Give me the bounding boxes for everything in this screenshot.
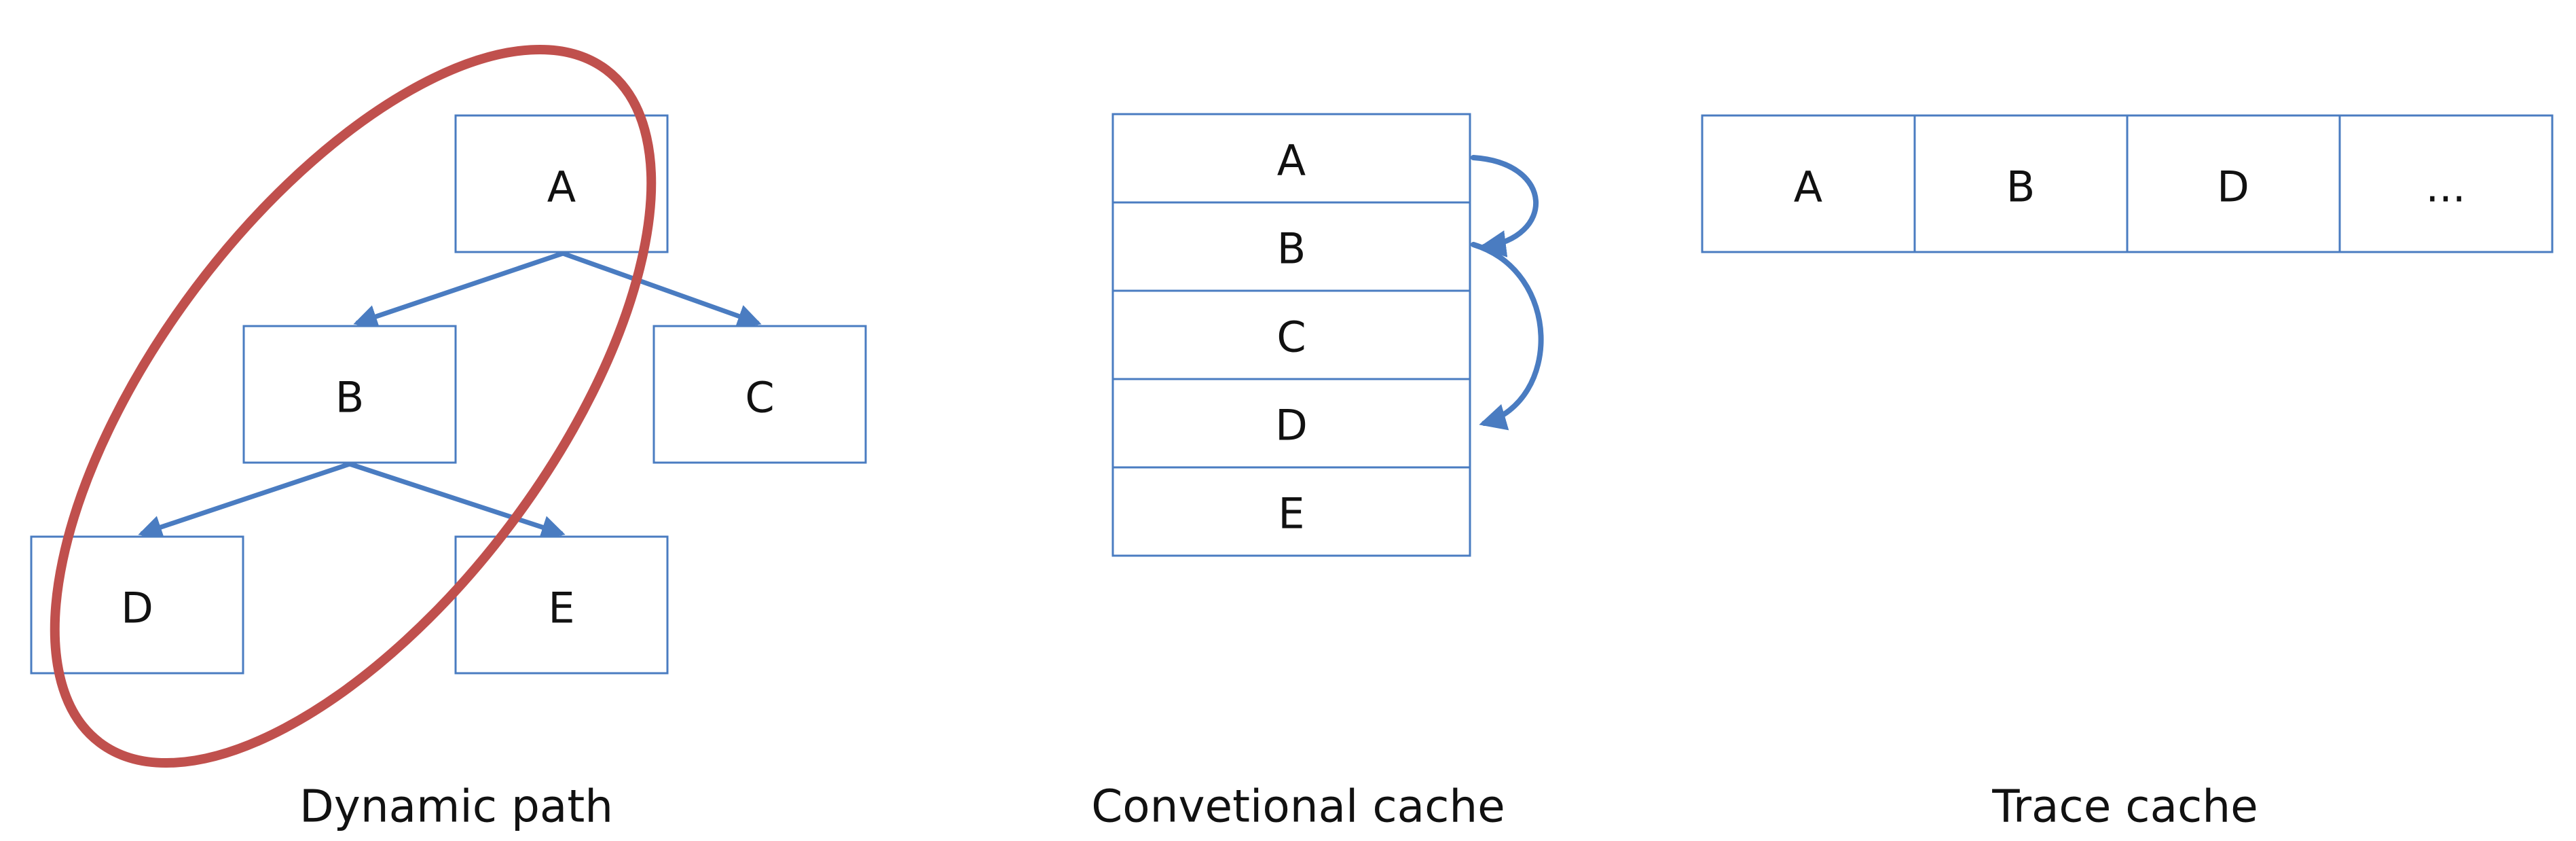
- edge-b-to-e: [347, 461, 566, 539]
- tree-node-c-label: C: [745, 373, 774, 423]
- tree-node-d-label: D: [121, 584, 153, 633]
- tree-node-a: A: [454, 114, 669, 253]
- cache-line-label: C: [1276, 312, 1306, 362]
- tree-node-d: D: [30, 535, 244, 675]
- jump-arc-b-to-d: [1471, 242, 1544, 431]
- cache-line-label: B: [1277, 224, 1306, 274]
- cache-line: B: [1111, 201, 1471, 292]
- cache-line-label: E: [1278, 489, 1304, 539]
- trace-cache-panel: A B D ... Trace cache: [1701, 114, 2554, 833]
- conventional-cache-caption: Convetional cache: [1091, 781, 1505, 833]
- trace-entry: D: [2126, 114, 2341, 253]
- cache-line: E: [1111, 466, 1471, 557]
- dynamic-path-panel: A B C D E Dynamic path: [30, 44, 867, 833]
- edge-a-to-c: [560, 251, 762, 328]
- trace-entry: A: [1701, 114, 1916, 253]
- trace-entry: ...: [2338, 114, 2554, 253]
- dynamic-path-highlight-ellipse: [50, 44, 657, 768]
- cache-line-label: D: [1275, 401, 1308, 450]
- tree-node-e: E: [454, 535, 669, 675]
- cache-line: A: [1111, 113, 1471, 204]
- cache-line: C: [1111, 289, 1471, 380]
- cache-line-label: A: [1277, 136, 1306, 185]
- cache-line: D: [1111, 378, 1471, 469]
- trace-cache-caption: Trace cache: [1991, 781, 2258, 833]
- trace-entry-label: ...: [2425, 162, 2465, 212]
- jump-arc-a-to-b: [1471, 155, 1539, 257]
- edge-a-to-b: [353, 251, 566, 328]
- edge-b-to-d: [138, 461, 352, 539]
- tree-node-e-label: E: [548, 584, 574, 633]
- tree-node-a-label: A: [547, 162, 576, 212]
- trace-entry: B: [1913, 114, 2129, 253]
- tree-node-b: B: [242, 325, 457, 464]
- tree-node-b-label: B: [335, 373, 365, 423]
- tree-node-c: C: [652, 325, 867, 464]
- conventional-cache-panel: A B C D E Convetional cache: [1091, 113, 1544, 833]
- trace-entry-label: A: [1794, 162, 1822, 212]
- trace-entry-label: B: [2006, 162, 2036, 212]
- dynamic-path-caption: Dynamic path: [299, 781, 613, 833]
- trace-entry-label: D: [2217, 162, 2249, 212]
